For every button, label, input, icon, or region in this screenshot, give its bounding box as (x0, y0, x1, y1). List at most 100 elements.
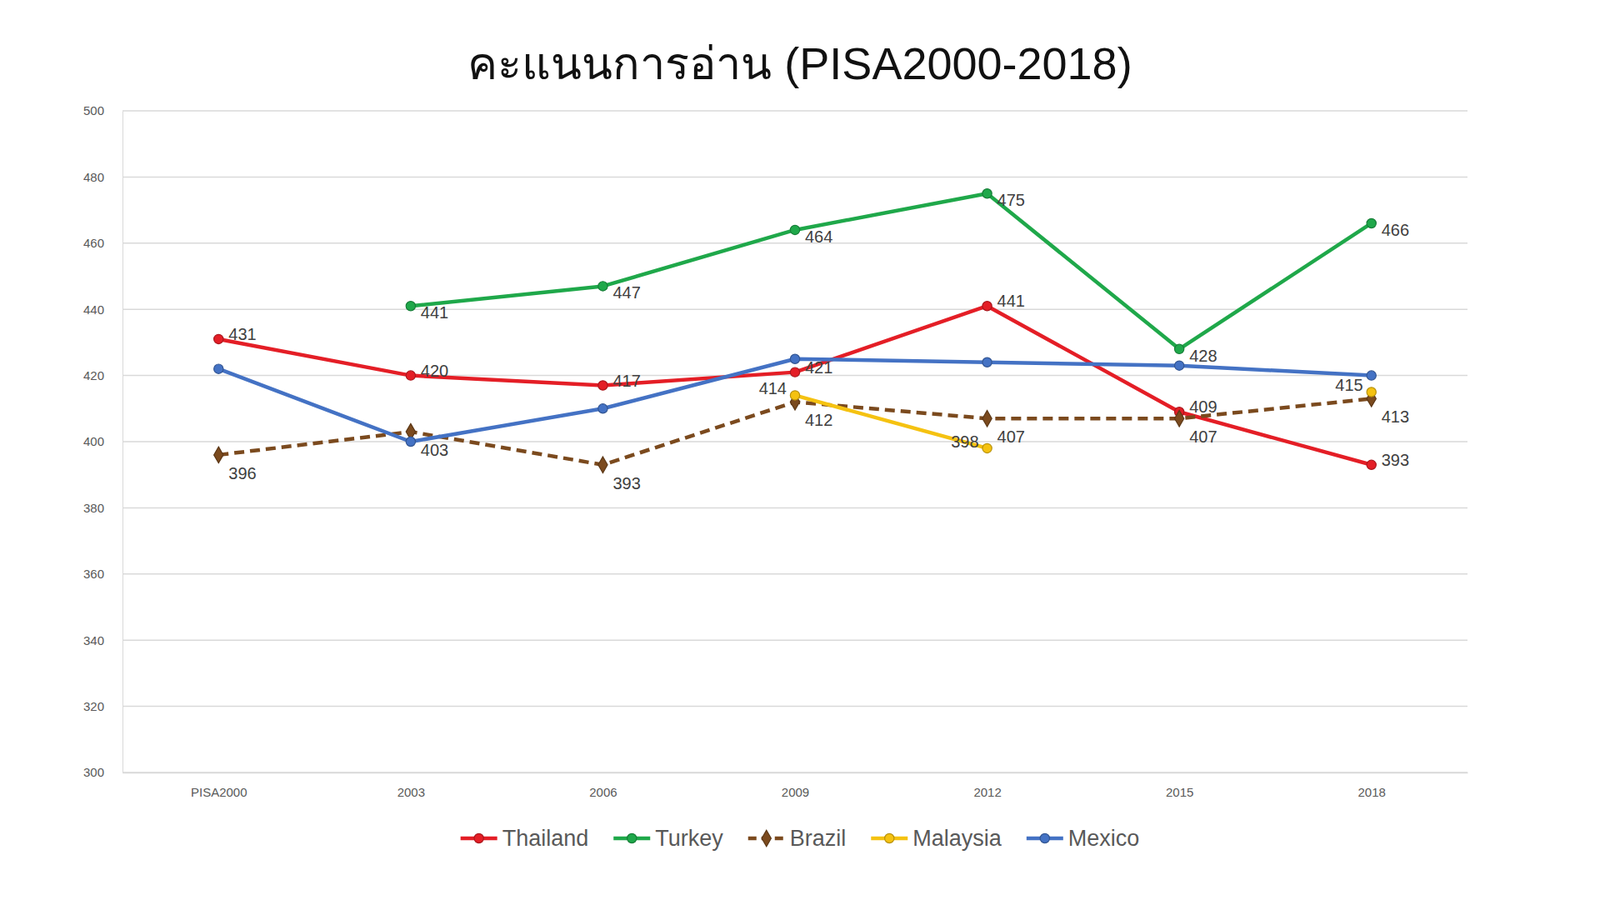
data-label: 407 (997, 427, 1025, 446)
x-tick: 2015 (1165, 772, 1194, 800)
x-tick: 2006 (589, 772, 617, 800)
y-tick-label: 380 (83, 500, 105, 515)
x-tick: 2003 (397, 772, 425, 800)
series-line (218, 305, 1371, 465)
data-point (598, 404, 608, 414)
data-label: 396 (228, 464, 256, 483)
y-tick-label: 460 (83, 235, 105, 250)
x-tick-label: 2003 (397, 785, 425, 800)
data-label: 447 (612, 283, 640, 302)
grid-line (122, 176, 1468, 179)
x-tick-label: 2015 (1165, 785, 1194, 800)
data-point (1175, 344, 1185, 354)
legend-label: Brazil (790, 825, 847, 851)
data-point (982, 301, 992, 311)
data-point (405, 370, 415, 380)
y-tick-label: 320 (83, 699, 105, 714)
data-point (405, 301, 415, 311)
legend-item: Thailand (460, 825, 590, 851)
data-label: 412 (805, 410, 833, 430)
chart: คะแนนการอ่าน (PISA2000-2018) 300 320 340 360… (0, 0, 1600, 900)
y-tick-label: 500 (83, 103, 105, 118)
data-label: 475 (997, 190, 1025, 210)
grid-line (122, 705, 1468, 708)
y-tick-label: 440 (83, 302, 105, 317)
y-tick: 340 (83, 633, 123, 648)
series-line (410, 193, 1372, 350)
legend-marker (474, 833, 484, 843)
data-label: 393 (1381, 450, 1410, 470)
data-label: 403 (420, 440, 449, 460)
data-label: 409 (1189, 397, 1217, 416)
y-tick: 480 (83, 170, 123, 185)
grid-line (122, 573, 1468, 575)
legend-item: Mexico (1026, 825, 1140, 851)
grid-line (122, 440, 1468, 443)
data-label: 441 (997, 291, 1025, 310)
legend-marker (761, 830, 771, 847)
data-point (598, 380, 608, 390)
x-axis-line (123, 772, 1469, 775)
grid-line (122, 242, 1468, 245)
legend-item: Malaysia (870, 825, 1003, 851)
data-label: 428 (1189, 346, 1217, 365)
data-point (1175, 410, 1185, 427)
y-tick: 500 (83, 103, 123, 118)
y-tick-label: 340 (83, 633, 105, 648)
y-tick: 440 (83, 302, 123, 317)
legend-item: Turkey (613, 825, 724, 851)
x-tick-label: PISA2000 (190, 785, 248, 800)
data-label: 464 (805, 227, 833, 246)
y-tick-label: 300 (83, 765, 105, 780)
data-label: 431 (228, 325, 256, 344)
x-tick-label: 2009 (781, 785, 810, 800)
title: คะแนนการอ่าน (PISA2000-2018) (467, 38, 1132, 89)
data-label: 417 (612, 371, 640, 390)
grid-line (122, 308, 1468, 310)
grid-line (122, 771, 1468, 774)
data-label: 421 (805, 358, 833, 377)
data-label: 466 (1381, 220, 1410, 240)
data-point (214, 446, 224, 464)
plot-area (214, 189, 1377, 474)
data-point (790, 390, 800, 400)
legend-label: Turkey (655, 825, 724, 851)
data-point (598, 456, 608, 474)
y-tick-label: 480 (83, 170, 105, 185)
legend-marker (1040, 833, 1050, 843)
data-label: 441 (420, 303, 449, 322)
data-label: 398 (950, 432, 979, 451)
y-tick: 300 (83, 765, 123, 780)
legend-label: Thailand (502, 825, 590, 851)
x-tick-label: 2012 (973, 785, 1001, 800)
y-axis-line (122, 111, 124, 774)
x-tick: 2018 (1358, 772, 1386, 800)
y-axis: 300 320 340 360 380 400 420 440 460 480 500 (83, 103, 124, 780)
data-point (790, 225, 800, 235)
legend: Thailand Turkey Brazil Malaysia Mexico (460, 825, 1140, 851)
y-tick-label: 420 (83, 368, 105, 383)
data-point (1366, 370, 1376, 380)
data-point (598, 281, 608, 291)
data-label: 415 (1335, 375, 1363, 395)
x-axis: PISA2000 2003 2006 2009 2012 2015 2018 (123, 772, 1469, 800)
legend-marker (627, 833, 637, 843)
data-label: 413 (1381, 407, 1410, 426)
x-tick: 2009 (781, 772, 810, 800)
data-point (982, 189, 992, 199)
y-tick-label: 360 (83, 566, 105, 581)
y-tick: 400 (83, 434, 123, 449)
data-point (1175, 360, 1185, 370)
grid (122, 110, 1468, 773)
x-tick-label: 2006 (589, 785, 617, 800)
grid-line (122, 110, 1468, 112)
y-tick: 360 (83, 566, 123, 581)
data-point (405, 436, 415, 446)
legend-item: Brazil (748, 825, 847, 851)
data-point (1366, 460, 1376, 470)
x-tick: 2012 (973, 772, 1001, 800)
data-point (790, 367, 800, 377)
legend-label: Mexico (1068, 825, 1140, 851)
legend-label: Malaysia (912, 825, 1003, 851)
data-point (790, 354, 800, 364)
